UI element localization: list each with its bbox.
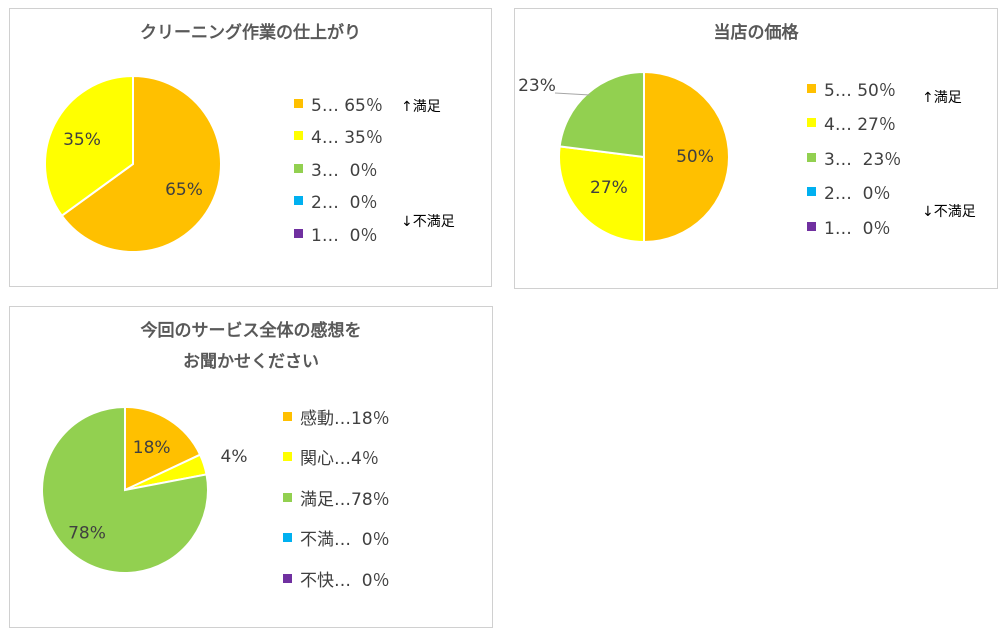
legend-item: 3… 0％ [294, 152, 383, 185]
legend-item: 1… 0％ [807, 209, 901, 244]
legend: 5… 65％ 4… 35％ 3… 0％ 2… 0％ 1… 0％ [294, 87, 383, 250]
legend-label: 満足…78％ [300, 489, 390, 510]
legend-swatch [283, 452, 292, 462]
dissatisfied-hint: ↓不満足 [922, 204, 976, 220]
data-label: 78% [68, 524, 106, 544]
data-label: 65% [165, 180, 203, 200]
legend-label: 4… 35％ [311, 128, 383, 149]
satisfied-hint: ↑満足 [922, 90, 962, 106]
legend-swatch [807, 83, 816, 93]
legend-item: 5… 50％ [807, 71, 901, 106]
legend-swatch [807, 221, 816, 231]
legend-item: 関心…4％ [283, 437, 390, 478]
legend-label: 1… 0％ [311, 225, 378, 246]
pie-slice-4 [44, 74, 134, 218]
legend-label: 4… 27％ [824, 115, 896, 136]
legend-item: 不満… 0％ [283, 518, 390, 559]
legend-swatch [294, 131, 303, 141]
chart-title: 今回のサービス全体の感想を [140, 321, 362, 341]
satisfied-hint: ↑満足 [401, 99, 441, 115]
pie-slice-5 [643, 70, 730, 244]
legend-label: 不快… 0％ [300, 570, 390, 591]
legend-swatch [807, 187, 816, 197]
legend-label: 感動…18％ [300, 408, 390, 429]
legend-swatch [283, 573, 292, 583]
legend-swatch [294, 98, 303, 108]
chart-panel-cleaning: クリーニング作業の仕上がり 65% 35% 5… 65％ 4… 35％ 3… 0％… [9, 8, 492, 287]
legend-swatch [283, 533, 292, 543]
legend: 感動…18％ 関心…4％ 満足…78％ 不満… 0％ 不快… 0％ [283, 396, 390, 599]
pie-slice-4 [558, 145, 645, 244]
legend-swatch [294, 163, 303, 173]
legend-item: 1… 0％ [294, 217, 383, 250]
legend-label: 2… 0％ [824, 184, 891, 205]
legend-swatch [283, 492, 292, 502]
legend-item: 2… 0％ [294, 185, 383, 218]
pie-chart: 18% 4% 78% [41, 405, 248, 574]
chart-title: クリーニング作業の仕上がり [140, 23, 361, 43]
legend-item: 不快… 0％ [283, 558, 390, 599]
pie-slice-感動 [124, 405, 202, 492]
data-label: 27% [590, 178, 628, 198]
legend-item: 感動…18％ [283, 396, 390, 437]
chart-title-line2: お聞かせください [183, 352, 319, 372]
chart-panel-price: 当店の価格 50% 27% 23% 5… 50％ 4… 27％ 3… 23％ 2… … [514, 8, 998, 289]
data-label: 50% [676, 147, 714, 167]
legend-label: 5… 65％ [311, 95, 383, 116]
legend-item: 3… 23％ [807, 140, 901, 175]
data-label: 35% [63, 130, 101, 150]
legend-label: 1… 0％ [824, 218, 891, 239]
legend-item: 4… 35％ [294, 120, 383, 153]
legend-swatch [294, 228, 303, 238]
pie-slice-5 [60, 74, 222, 253]
pie-slice-満足 [41, 405, 209, 574]
legend-item: 5… 65％ [294, 87, 383, 120]
legend-label: 3… 23％ [824, 149, 902, 170]
data-label: 18% [133, 438, 171, 458]
legend-label: 5… 50％ [824, 80, 896, 101]
legend-label: 関心…4％ [300, 449, 379, 470]
pie-chart: 50% 27% 23% [518, 70, 730, 244]
data-label: 4% [221, 447, 248, 467]
data-label: 23% [518, 76, 556, 96]
legend-item: 2… 0％ [807, 175, 901, 210]
pie-slice-3 [558, 70, 645, 159]
leader-line [554, 92, 591, 96]
legend: 5… 50％ 4… 27％ 3… 23％ 2… 0％ 1… 0％ [807, 71, 901, 244]
legend-swatch [283, 411, 292, 421]
legend-swatch [294, 196, 303, 206]
legend-label: 不満… 0％ [300, 530, 390, 551]
legend-label: 2… 0％ [311, 193, 378, 214]
legend-label: 3… 0％ [311, 160, 378, 181]
chart-panel-overall: 今回のサービス全体の感想を お聞かせください 18% 4% 78% 感動…18％ 関… [9, 306, 493, 628]
legend-item: 満足…78％ [283, 477, 390, 518]
chart-title: 当店の価格 [713, 23, 799, 43]
legend-swatch [807, 152, 816, 162]
dissatisfied-hint: ↓不満足 [401, 214, 455, 230]
legend-item: 4… 27％ [807, 106, 901, 141]
legend-swatch [807, 118, 816, 128]
pie-chart: 65% 35% [44, 74, 222, 253]
